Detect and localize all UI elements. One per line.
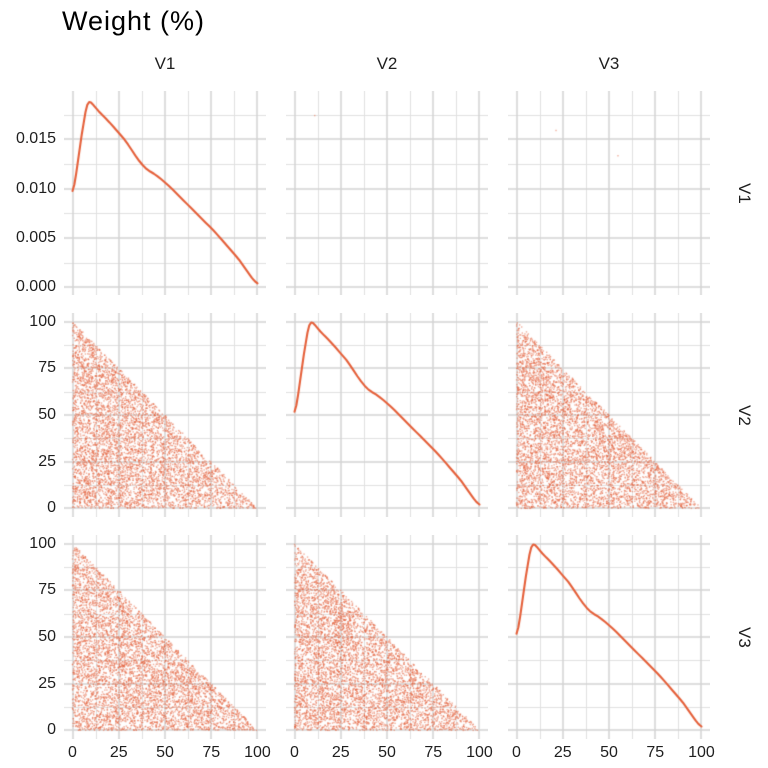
plot-title: Weight (%) <box>62 6 206 36</box>
x-tick-label-col3: 100 <box>688 744 715 761</box>
row-strip-v1: V1 <box>735 182 754 204</box>
x-tick-label-col2: 75 <box>424 744 443 761</box>
x-tick-label-col2: 25 <box>331 744 350 761</box>
y-tick-label-row2: 50 <box>38 406 56 423</box>
x-tick-label-col3: 75 <box>646 744 665 761</box>
x-tick-label-col1: 25 <box>109 744 128 761</box>
x-tick-label-col3: 0 <box>512 744 521 761</box>
x-tick-label-col2: 0 <box>290 744 299 761</box>
panel-v2-v1-scatter <box>64 313 266 517</box>
x-tick-label-col1: 50 <box>156 744 174 761</box>
column-header-v3: V3 <box>598 54 620 73</box>
panel-v1-v1-density <box>64 91 266 295</box>
row-strip-v3: V3 <box>735 626 754 648</box>
y-tick-label-row3: 75 <box>38 581 56 599</box>
x-tick-label-col3: 25 <box>553 744 572 761</box>
y-tick-label-row1: 0.010 <box>15 179 56 197</box>
x-tick-label-col2: 50 <box>378 744 396 761</box>
y-tick-label-row3: 100 <box>29 534 56 552</box>
panel-v1-v3-scatter <box>508 91 710 295</box>
panel-v3-v3-density <box>508 535 710 739</box>
y-tick-label-row1: 0.015 <box>15 130 56 148</box>
y-tick-label-row1: 0.000 <box>15 278 56 296</box>
panel-v3-v1-scatter <box>64 535 266 739</box>
y-tick-label-row1: 0.005 <box>15 229 56 247</box>
panel-v2-v2-density <box>286 313 488 517</box>
panel-v3-v2-scatter <box>286 535 488 739</box>
x-tick-label-col1: 75 <box>202 744 221 761</box>
y-tick-label-row3: 50 <box>38 628 56 645</box>
row-strip-v2: V2 <box>735 404 754 426</box>
column-header-v2: V2 <box>376 54 398 73</box>
column-header-v1: V1 <box>154 54 176 73</box>
x-tick-label-col1: 0 <box>68 744 77 761</box>
x-tick-label-col2: 100 <box>466 744 493 761</box>
y-tick-label-row3: 0 <box>47 721 56 739</box>
x-tick-label-col1: 100 <box>244 744 271 761</box>
y-tick-label-row3: 25 <box>38 674 56 692</box>
y-tick-label-row2: 25 <box>38 452 56 470</box>
x-tick-label-col3: 50 <box>600 744 618 761</box>
panel-v2-v3-scatter <box>508 313 710 517</box>
y-tick-label-row2: 75 <box>38 359 56 377</box>
y-tick-label-row2: 100 <box>29 312 56 330</box>
y-tick-label-row2: 0 <box>47 499 56 517</box>
panel-v1-v2-scatter <box>286 91 488 295</box>
